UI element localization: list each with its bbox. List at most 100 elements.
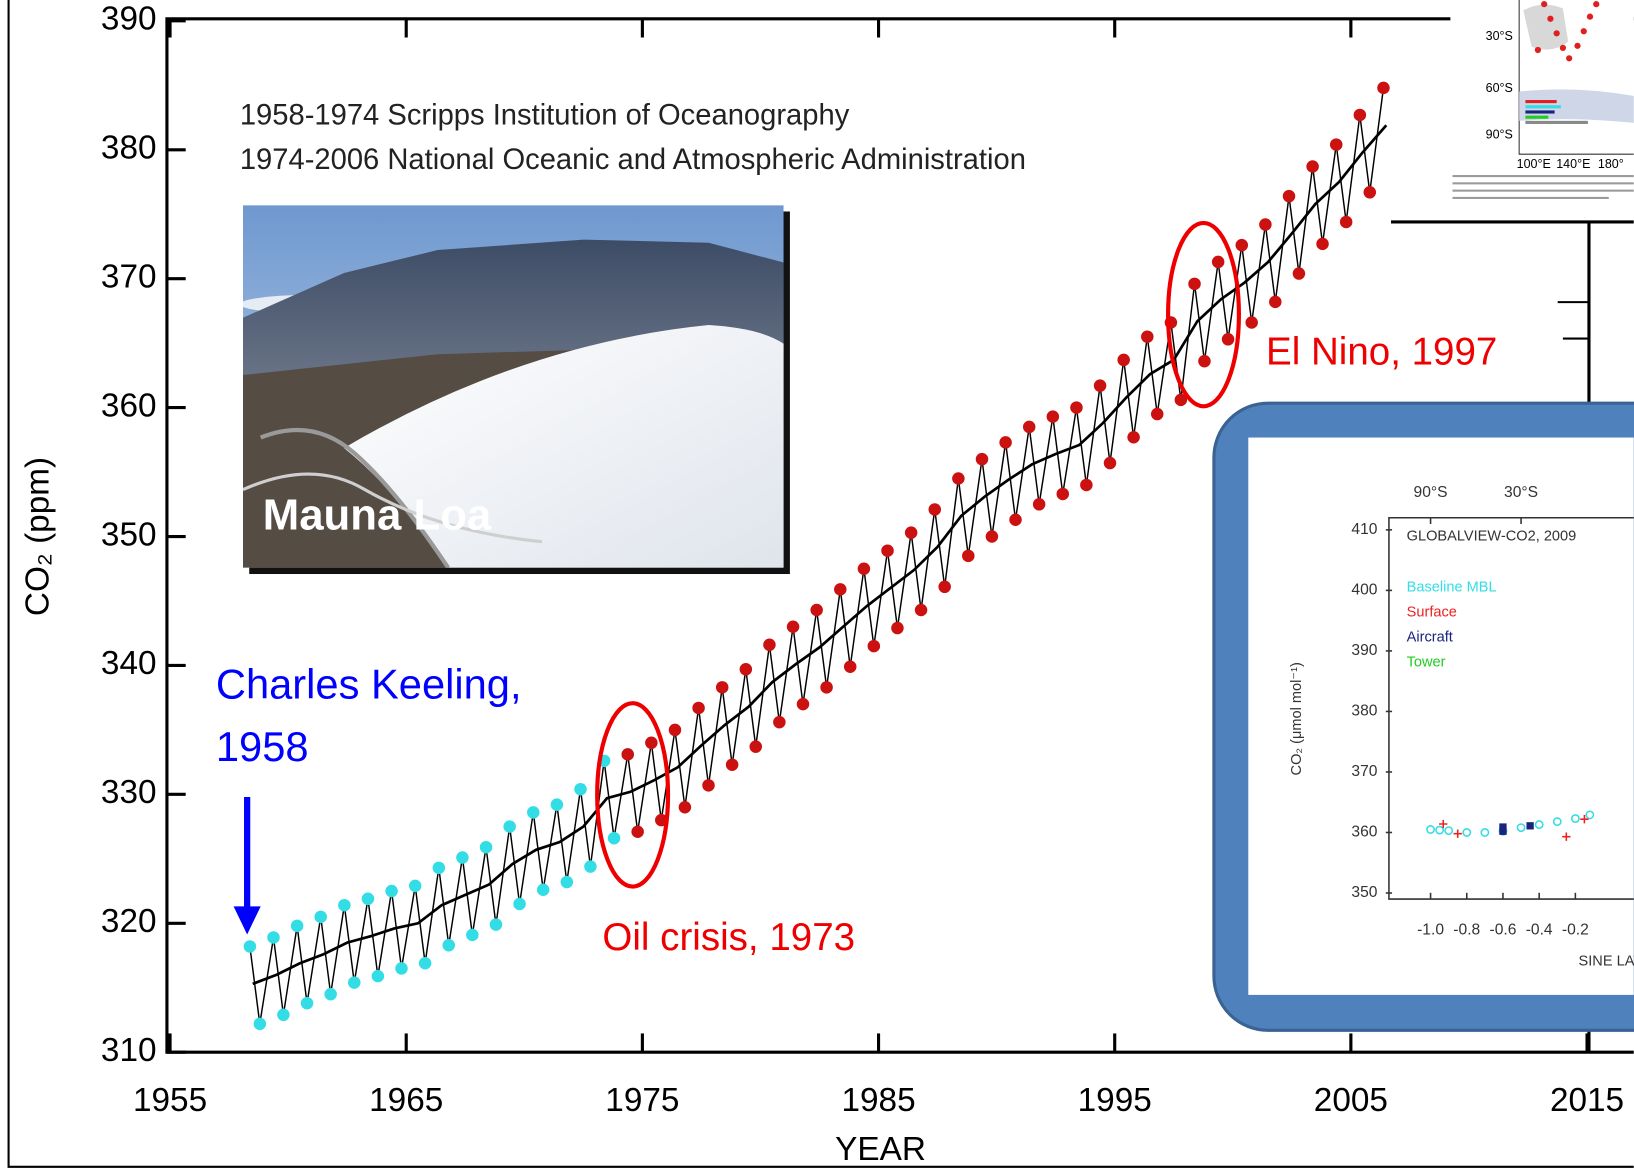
y-tick-label: 370	[101, 258, 157, 295]
data-point	[479, 840, 493, 854]
data-point	[560, 875, 574, 889]
data-point	[1580, 814, 1589, 824]
data-point	[645, 736, 658, 750]
data-point	[773, 715, 786, 729]
data-point	[621, 748, 634, 761]
x2-tick-label: 90°S	[1414, 484, 1448, 501]
data-point	[584, 860, 597, 873]
data-point	[820, 681, 833, 694]
data-point	[253, 1017, 267, 1031]
y-tick-label: 360	[1351, 824, 1377, 841]
y-tick-label: 330	[101, 774, 157, 811]
data-point	[1534, 820, 1544, 830]
main-data	[243, 81, 1390, 1031]
y-tick-label: 320	[101, 903, 157, 940]
data-point	[1198, 354, 1211, 368]
data-point	[1526, 822, 1534, 830]
data-point	[1282, 189, 1296, 203]
data-point	[938, 580, 951, 594]
data-point	[1292, 267, 1306, 280]
data-point	[300, 996, 314, 1010]
data-point	[1499, 823, 1507, 831]
y-tick-label: 340	[101, 645, 157, 682]
data-point	[786, 620, 800, 634]
legend-label: Surface	[1407, 604, 1457, 620]
data-point	[952, 472, 965, 485]
data-point	[348, 976, 361, 989]
y-tick-label: 410	[1351, 521, 1377, 538]
data-point	[985, 530, 999, 543]
data-point	[1339, 215, 1353, 229]
data-point	[1046, 410, 1060, 423]
data-point	[1009, 513, 1022, 527]
data-point	[338, 898, 351, 912]
data-point	[999, 436, 1012, 449]
inset-background	[1248, 437, 1634, 995]
data-point	[1127, 430, 1140, 444]
data-point	[678, 800, 692, 814]
data-point	[857, 562, 871, 575]
data-point	[1377, 81, 1390, 95]
inset-data	[1426, 810, 1595, 841]
map-legend	[1525, 100, 1588, 124]
data-point	[631, 825, 644, 838]
data-point	[692, 701, 705, 715]
data-point	[975, 452, 989, 466]
photo: Mauna Loa	[242, 205, 790, 575]
map-frame	[1518, 0, 1634, 155]
data-point	[324, 987, 337, 1001]
inset-x-axis-label: SINE LATITUDE	[1579, 953, 1634, 969]
data-point	[456, 851, 469, 864]
map-note	[1452, 175, 1634, 199]
data-point	[834, 583, 847, 596]
x-tick-label: 2015	[1550, 1082, 1624, 1119]
annotation: El Nino, 1997	[1266, 330, 1497, 373]
data-point	[1516, 823, 1526, 833]
map-land	[1519, 89, 1634, 123]
data-point	[607, 831, 621, 845]
y-tick-label: 390	[101, 1, 157, 38]
legend-label: Baseline MBL	[1407, 579, 1497, 595]
data-point	[1022, 420, 1036, 434]
annotation: 1958	[216, 723, 309, 770]
map-lat-label: 90°S	[1486, 128, 1513, 142]
photo-road	[259, 427, 450, 568]
data-point	[314, 910, 327, 924]
data-point	[1032, 498, 1046, 511]
legend-label: Tower	[1407, 654, 1446, 670]
data-point	[277, 1008, 290, 1022]
x-tick-label: 1955	[133, 1082, 207, 1119]
x2-tick-label: 30°S	[1504, 484, 1538, 501]
data-point	[1070, 401, 1083, 414]
annotation: Charles Keeling,	[216, 661, 522, 708]
data-point	[418, 956, 432, 970]
data-point	[1150, 407, 1164, 421]
data-point	[513, 897, 526, 911]
data-point	[881, 544, 894, 557]
data-point	[574, 782, 587, 796]
y-tick-label: 400	[1351, 582, 1377, 599]
data-point	[1353, 108, 1367, 122]
data-point	[928, 503, 942, 516]
data-point	[536, 883, 550, 897]
annotation: 1974-2006 National Oceanic and Atmospher…	[240, 144, 1026, 176]
data-point	[1141, 330, 1154, 343]
data-point	[904, 526, 918, 539]
data-point	[1462, 828, 1472, 837]
data-point	[466, 928, 479, 942]
data-point	[1562, 832, 1571, 841]
data-point	[1453, 829, 1462, 838]
data-point	[1435, 825, 1445, 835]
map-lat-label: 30°S	[1486, 29, 1513, 43]
data-point	[1363, 186, 1377, 199]
annotation: 1958-1974 Scripps Institution of Oceanog…	[240, 99, 850, 131]
data-point	[395, 962, 408, 975]
data-point	[442, 938, 455, 952]
data-point	[668, 723, 682, 737]
data-point	[1585, 810, 1595, 820]
x-tick-label: -0.2	[1562, 921, 1589, 938]
data-point	[796, 697, 810, 711]
data-point	[763, 638, 776, 652]
data-point	[843, 660, 857, 673]
